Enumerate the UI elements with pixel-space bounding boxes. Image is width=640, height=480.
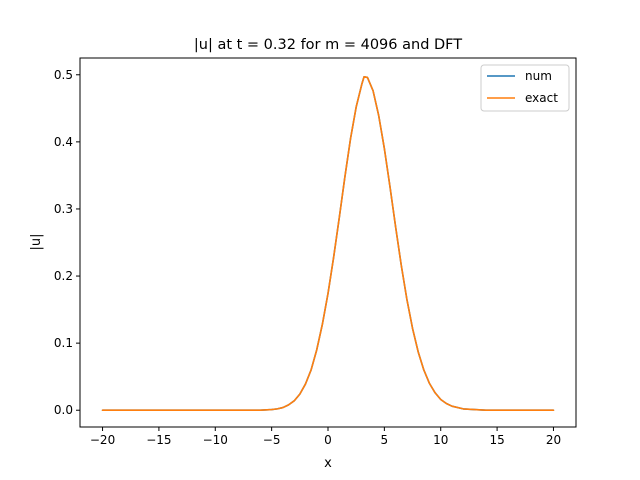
y-tick-label: 0.2 (54, 269, 73, 283)
x-tick-label: 20 (546, 433, 561, 447)
y-tick-label: 0.0 (54, 403, 73, 417)
x-tick-label: 15 (489, 433, 504, 447)
series-line-exact (101, 75, 555, 412)
chart-title: |u| at t = 0.32 for m = 4096 and DFT (194, 37, 462, 53)
series-layer (101, 75, 555, 412)
plot-area-frame (79, 57, 577, 428)
x-axis-ticks: −20 −15 −10 −5 0 5 10 15 20 (90, 427, 561, 447)
x-tick-label: −5 (263, 433, 281, 447)
x-tick-label: 5 (381, 433, 389, 447)
y-tick-label: 0.1 (54, 336, 73, 350)
y-tick-label: 0.3 (54, 202, 73, 216)
y-tick-label: 0.5 (54, 68, 73, 82)
legend-label-num: num (525, 69, 552, 83)
x-tick-label: 0 (324, 433, 332, 447)
y-axis-ticks: 0.0 0.1 0.2 0.3 0.4 0.5 (54, 68, 80, 417)
x-tick-label: −20 (90, 433, 115, 447)
y-tick-label: 0.4 (54, 135, 73, 149)
x-tick-label: 10 (433, 433, 448, 447)
legend: num exact (480, 64, 570, 112)
x-tick-label: −10 (203, 433, 228, 447)
y-axis-label: |u| (29, 234, 44, 251)
legend-label-exact: exact (525, 91, 558, 105)
x-axis-label: x (324, 456, 332, 471)
x-tick-label: −15 (146, 433, 171, 447)
